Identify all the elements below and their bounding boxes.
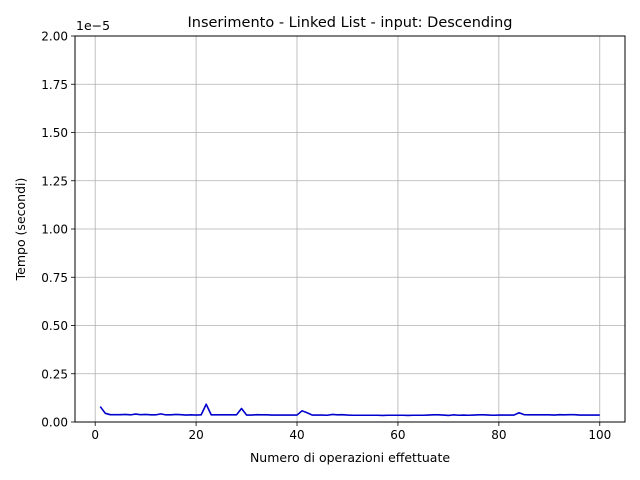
y-tick-label: 1.75: [41, 78, 68, 92]
x-axis-label: Numero di operazioni effettuate: [250, 450, 450, 465]
series-line: [99, 403, 600, 417]
x-axis-ticks: 0 20 40 60 80 100: [91, 422, 611, 442]
series-layer: [99, 403, 600, 417]
x-tick-label: 100: [588, 428, 611, 442]
y-tick-label: 0.00: [41, 416, 68, 430]
x-tick-label: 80: [491, 428, 506, 442]
y-tick-label: 0.25: [41, 367, 68, 381]
y-tick-label: 0.75: [41, 271, 68, 285]
y-axis-label: Tempo (secondi): [13, 178, 28, 282]
y-tick-label: 1.25: [41, 174, 68, 188]
y-tick-label: 0.50: [41, 319, 68, 333]
y-axis-offset-label: 1e−5: [76, 18, 110, 33]
chart-title: Inserimento - Linked List - input: Desce…: [187, 15, 512, 31]
y-axis-ticks: 0.00 0.25 0.50 0.75 1.00 1.25 1.50 1.75 2.00: [41, 30, 75, 430]
x-tick-label: 40: [289, 428, 304, 442]
grid: [75, 35, 625, 423]
x-tick-label: 0: [91, 428, 99, 442]
y-tick-label: 1.50: [41, 126, 68, 140]
x-tick-label: 60: [390, 428, 405, 442]
x-tick-label: 20: [188, 428, 203, 442]
y-tick-label: 1.00: [41, 223, 68, 237]
y-tick-label: 2.00: [41, 30, 68, 44]
